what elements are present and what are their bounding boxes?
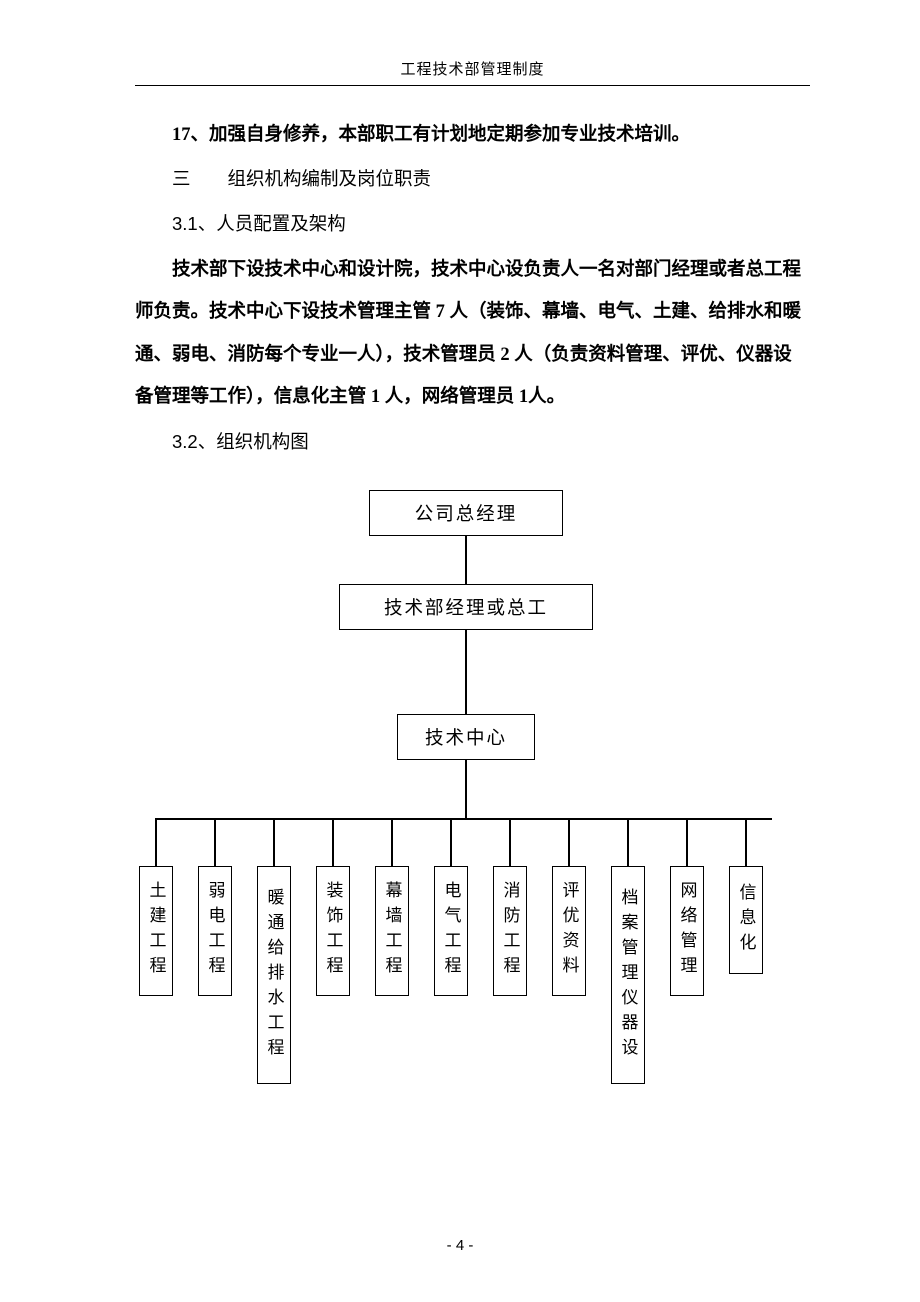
org-drop — [745, 818, 746, 866]
paragraph-body: 技术部下设技术中心和设计院，技术中心设负责人一名对部门经理或者总工程师负责。技术… — [135, 249, 810, 419]
org-drop — [155, 818, 156, 866]
org-drop — [273, 818, 274, 866]
org-vline — [465, 536, 466, 584]
org-leaf-8: 档案管理仪器设 — [611, 866, 645, 1084]
org-leaf-0: 土建工程 — [139, 866, 173, 996]
org-chart: 公司总经理技术部经理或总工技术中心土建工程弱电工程暖通给排水工程装饰工程幕墙工程… — [135, 490, 810, 1110]
org-leaf-2: 暖通给排水工程 — [257, 866, 291, 1084]
org-vline — [465, 760, 466, 818]
org-leaf-5: 电气工程 — [434, 866, 468, 996]
paragraph-17: 17、加强自身修养，本部职工有计划地定期参加专业技术培训。 — [135, 114, 810, 157]
section-num-3: 三 — [172, 170, 191, 190]
org-node-ctr: 技术中心 — [397, 714, 535, 760]
org-leaf-4: 幕墙工程 — [375, 866, 409, 996]
section-3-1-heading: 3.1、人员配置及架构 — [135, 203, 810, 247]
page: 工程技术部管理制度 17、加强自身修养，本部职工有计划地定期参加专业技术培训。 … — [0, 0, 920, 1302]
org-drop — [391, 818, 392, 866]
section-3-2-title: 3.2、组织机构图 — [172, 431, 309, 452]
section-3-2-heading: 3.2、组织机构图 — [135, 421, 810, 465]
section-3-heading: 三 组织机构编制及岗位职责 — [135, 159, 810, 202]
org-drop — [509, 818, 510, 866]
org-drop — [214, 818, 215, 866]
org-leaf-10: 信息化 — [729, 866, 763, 974]
org-leaf-1: 弱电工程 — [198, 866, 232, 996]
org-drop — [686, 818, 687, 866]
content-block: 17、加强自身修养，本部职工有计划地定期参加专业技术培训。 三 组织机构编制及岗… — [135, 114, 810, 464]
section-3-title: 组织机构编制及岗位职责 — [228, 170, 432, 190]
section-3-1-title: 3.1、人员配置及架构 — [172, 213, 346, 234]
header-rule — [135, 85, 810, 86]
org-drop — [450, 818, 451, 866]
org-node-gm: 公司总经理 — [369, 490, 563, 536]
org-leaf-9: 网络管理 — [670, 866, 704, 996]
org-drop — [627, 818, 628, 866]
org-vline — [465, 630, 466, 714]
page-footer: - 4 - — [0, 1237, 920, 1254]
org-bus — [156, 818, 772, 819]
org-drop — [568, 818, 569, 866]
org-leaf-7: 评优资料 — [552, 866, 586, 996]
org-drop — [332, 818, 333, 866]
org-leaf-6: 消防工程 — [493, 866, 527, 996]
org-node-mgr: 技术部经理或总工 — [339, 584, 593, 630]
page-header-title: 工程技术部管理制度 — [135, 58, 810, 79]
org-leaf-3: 装饰工程 — [316, 866, 350, 996]
